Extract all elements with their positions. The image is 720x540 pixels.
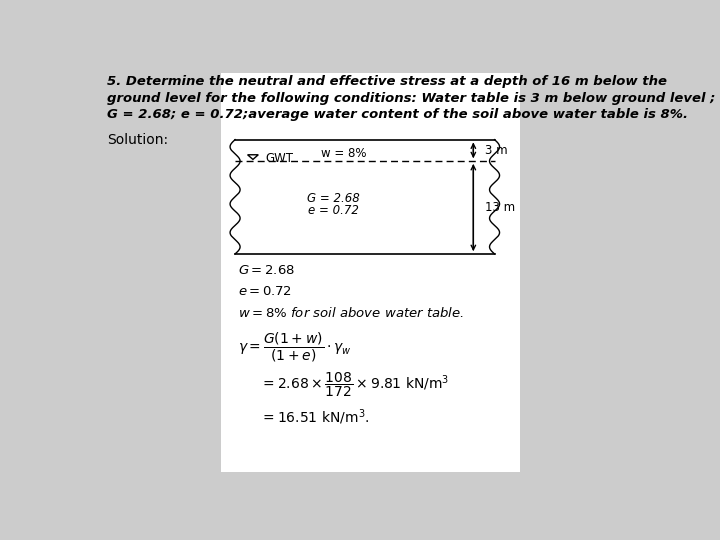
Text: w = 8%: w = 8% [321,147,366,160]
Text: G = 2.68; e = 0.72;average water content of the soil above water table is 8%.: G = 2.68; e = 0.72;average water content… [107,109,688,122]
Text: $w = 8\%$ for soil above water table.: $w = 8\%$ for soil above water table. [238,306,464,320]
Text: $G = 2.68$: $G = 2.68$ [238,265,295,278]
Text: 5. Determine the neutral and effective stress at a depth of 16 m below the: 5. Determine the neutral and effective s… [107,75,667,88]
Text: $= 16.51\ \mathrm{kN/m^3}.$: $= 16.51\ \mathrm{kN/m^3}.$ [260,408,369,428]
FancyBboxPatch shape [235,140,495,254]
Text: G = 2.68: G = 2.68 [307,192,360,205]
Text: GWT: GWT [266,152,294,165]
Text: $e = 0.72$: $e = 0.72$ [238,285,292,298]
Text: $\gamma = \dfrac{G(1 + w)}{(1 + e)} \cdot \gamma_w$: $\gamma = \dfrac{G(1 + w)}{(1 + e)} \cdo… [238,331,351,364]
FancyBboxPatch shape [221,73,520,472]
Text: Solution:: Solution: [107,133,168,147]
Text: ground level for the following conditions: Water table is 3 m below ground level: ground level for the following condition… [107,92,715,105]
Text: 3 m: 3 m [485,144,507,157]
Text: $= 2.68 \times \dfrac{108}{172} \times 9.81\ \mathrm{kN/m^3}$: $= 2.68 \times \dfrac{108}{172} \times 9… [260,370,449,399]
Text: 13 m: 13 m [485,201,515,214]
Text: e = 0.72: e = 0.72 [308,204,359,217]
